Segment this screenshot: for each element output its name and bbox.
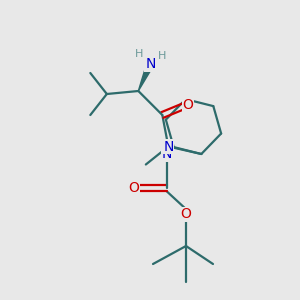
Polygon shape <box>138 62 154 91</box>
Text: N: N <box>145 57 155 71</box>
Text: H: H <box>135 49 143 58</box>
Text: N: N <box>161 148 172 161</box>
Text: O: O <box>181 208 191 221</box>
Text: H: H <box>158 51 166 61</box>
Text: N: N <box>161 148 172 161</box>
Text: O: O <box>182 98 193 112</box>
Text: N: N <box>163 140 173 154</box>
Text: O: O <box>128 181 139 194</box>
